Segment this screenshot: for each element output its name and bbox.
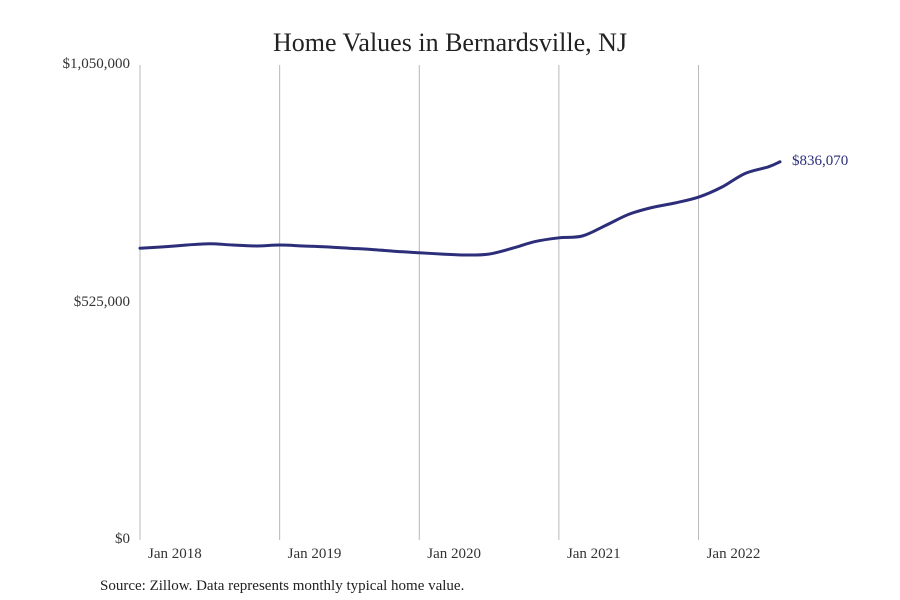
gridlines [140, 65, 699, 540]
x-axis-tick-label: Jan 2020 [427, 546, 481, 563]
y-axis-tick-label: $1,050,000 [10, 56, 130, 73]
x-axis-tick-label: Jan 2018 [148, 546, 202, 563]
x-axis-tick-label: Jan 2022 [707, 546, 761, 563]
y-axis-tick-label: $525,000 [10, 294, 130, 311]
data-line [140, 162, 780, 255]
x-axis-tick-label: Jan 2019 [288, 546, 342, 563]
chart-container: Home Values in Bernardsville, NJ $0 $525,… [0, 0, 900, 600]
source-note: Source: Zillow. Data represents monthly … [100, 578, 464, 595]
chart-title: Home Values in Bernardsville, NJ [0, 28, 900, 58]
x-axis-tick-label: Jan 2021 [567, 546, 621, 563]
end-value-label: $836,070 [792, 153, 848, 170]
y-axis-tick-label: $0 [10, 531, 130, 548]
plot-area [140, 65, 780, 540]
